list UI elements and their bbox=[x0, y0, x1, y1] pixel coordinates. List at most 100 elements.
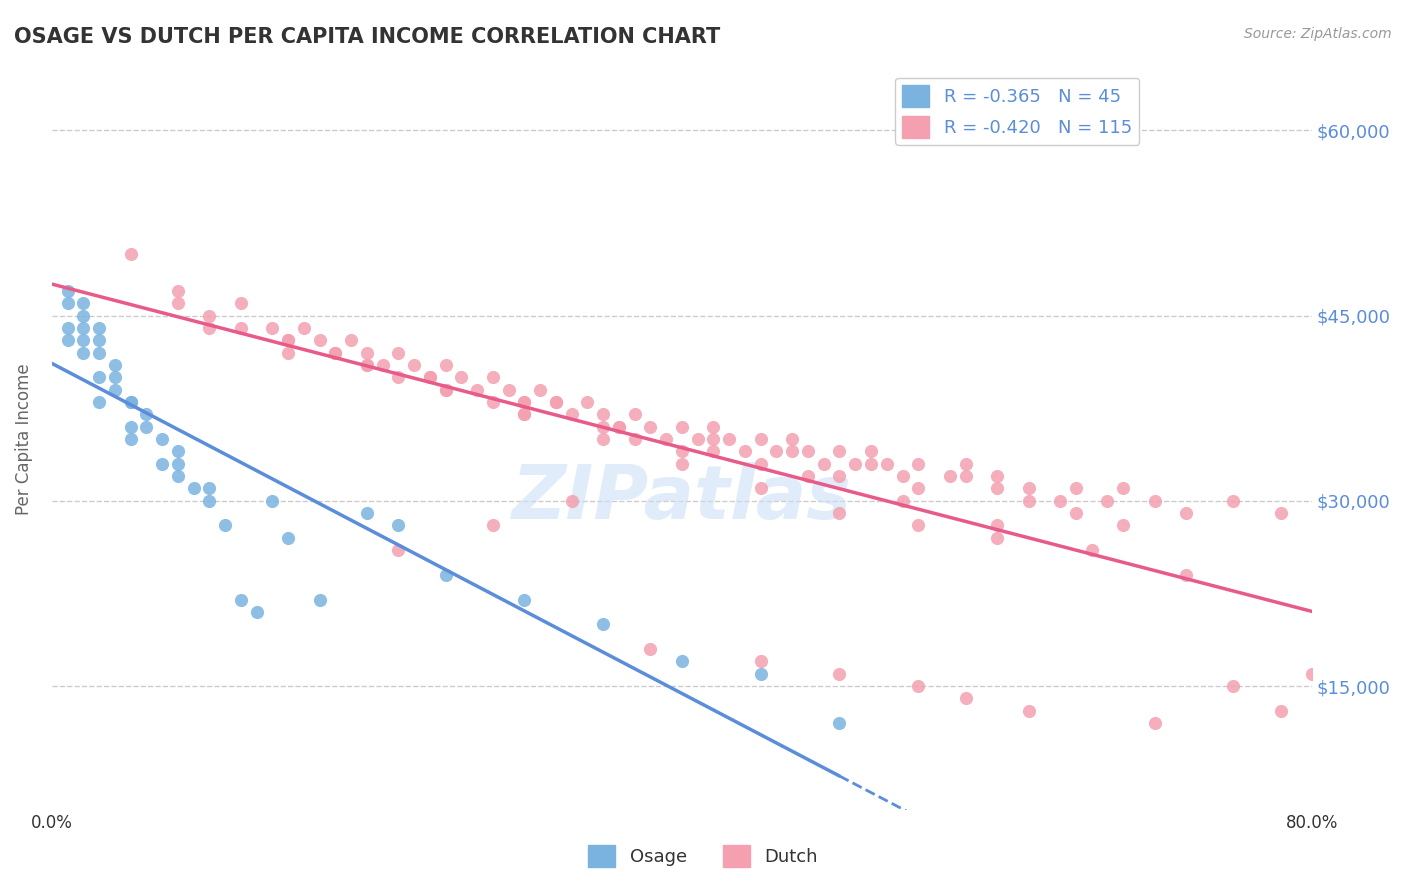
Point bbox=[87, 345, 110, 359]
Point bbox=[434, 358, 457, 372]
Point bbox=[1112, 482, 1135, 496]
Point bbox=[72, 345, 94, 359]
Point bbox=[671, 444, 693, 458]
Point bbox=[434, 383, 457, 397]
Point bbox=[671, 419, 693, 434]
Point bbox=[828, 469, 851, 483]
Point bbox=[1080, 543, 1102, 558]
Point bbox=[655, 432, 678, 446]
Point bbox=[56, 333, 79, 347]
Point bbox=[607, 419, 630, 434]
Point bbox=[120, 247, 142, 261]
Point bbox=[498, 383, 520, 397]
Point bbox=[308, 333, 330, 347]
Point bbox=[419, 370, 441, 384]
Point bbox=[702, 432, 724, 446]
Point bbox=[876, 457, 898, 471]
Point bbox=[166, 444, 188, 458]
Point bbox=[592, 419, 614, 434]
Point bbox=[813, 457, 835, 471]
Point bbox=[135, 419, 157, 434]
Point bbox=[214, 518, 236, 533]
Legend: R = -0.365   N = 45, R = -0.420   N = 115: R = -0.365 N = 45, R = -0.420 N = 115 bbox=[896, 78, 1139, 145]
Text: ZIPatlas: ZIPatlas bbox=[512, 462, 852, 535]
Point bbox=[749, 432, 772, 446]
Point bbox=[749, 482, 772, 496]
Point bbox=[986, 531, 1008, 545]
Point bbox=[87, 395, 110, 409]
Point bbox=[986, 482, 1008, 496]
Point bbox=[1143, 716, 1166, 731]
Text: OSAGE VS DUTCH PER CAPITA INCOME CORRELATION CHART: OSAGE VS DUTCH PER CAPITA INCOME CORRELA… bbox=[14, 27, 720, 46]
Point bbox=[513, 395, 536, 409]
Point bbox=[387, 518, 409, 533]
Point bbox=[734, 444, 756, 458]
Point bbox=[325, 345, 347, 359]
Point bbox=[277, 333, 299, 347]
Point bbox=[1222, 679, 1244, 693]
Point bbox=[150, 457, 173, 471]
Point bbox=[87, 370, 110, 384]
Point bbox=[828, 444, 851, 458]
Point bbox=[229, 592, 252, 607]
Point bbox=[828, 506, 851, 520]
Point bbox=[1112, 518, 1135, 533]
Point bbox=[544, 395, 567, 409]
Point bbox=[277, 531, 299, 545]
Point bbox=[482, 370, 505, 384]
Point bbox=[104, 358, 127, 372]
Point bbox=[859, 444, 882, 458]
Point bbox=[198, 493, 221, 508]
Point bbox=[765, 444, 787, 458]
Point bbox=[277, 333, 299, 347]
Point bbox=[640, 642, 662, 657]
Point bbox=[671, 654, 693, 668]
Point bbox=[450, 370, 472, 384]
Point bbox=[434, 567, 457, 582]
Point bbox=[1270, 506, 1292, 520]
Point bbox=[592, 432, 614, 446]
Point bbox=[828, 666, 851, 681]
Point bbox=[419, 370, 441, 384]
Point bbox=[513, 395, 536, 409]
Point bbox=[104, 383, 127, 397]
Point bbox=[749, 654, 772, 668]
Point bbox=[955, 691, 977, 706]
Point bbox=[1301, 666, 1323, 681]
Point bbox=[939, 469, 962, 483]
Point bbox=[640, 419, 662, 434]
Point bbox=[702, 444, 724, 458]
Point bbox=[56, 296, 79, 310]
Point bbox=[907, 457, 929, 471]
Point bbox=[56, 284, 79, 298]
Point bbox=[404, 358, 426, 372]
Point bbox=[955, 469, 977, 483]
Point bbox=[434, 383, 457, 397]
Point bbox=[623, 432, 645, 446]
Text: Source: ZipAtlas.com: Source: ZipAtlas.com bbox=[1244, 27, 1392, 41]
Point bbox=[1097, 493, 1119, 508]
Point bbox=[229, 296, 252, 310]
Point bbox=[561, 493, 583, 508]
Point bbox=[718, 432, 741, 446]
Point bbox=[671, 457, 693, 471]
Point bbox=[1018, 493, 1040, 508]
Point bbox=[387, 345, 409, 359]
Point bbox=[482, 395, 505, 409]
Point bbox=[262, 321, 284, 335]
Point bbox=[749, 666, 772, 681]
Point bbox=[183, 482, 205, 496]
Point bbox=[166, 457, 188, 471]
Point bbox=[529, 383, 551, 397]
Point bbox=[387, 370, 409, 384]
Point bbox=[72, 321, 94, 335]
Point bbox=[87, 333, 110, 347]
Point bbox=[198, 482, 221, 496]
Point bbox=[907, 482, 929, 496]
Point bbox=[87, 321, 110, 335]
Point bbox=[325, 345, 347, 359]
Point bbox=[465, 383, 488, 397]
Point bbox=[780, 444, 803, 458]
Point bbox=[828, 716, 851, 731]
Y-axis label: Per Capita Income: Per Capita Income bbox=[15, 363, 32, 515]
